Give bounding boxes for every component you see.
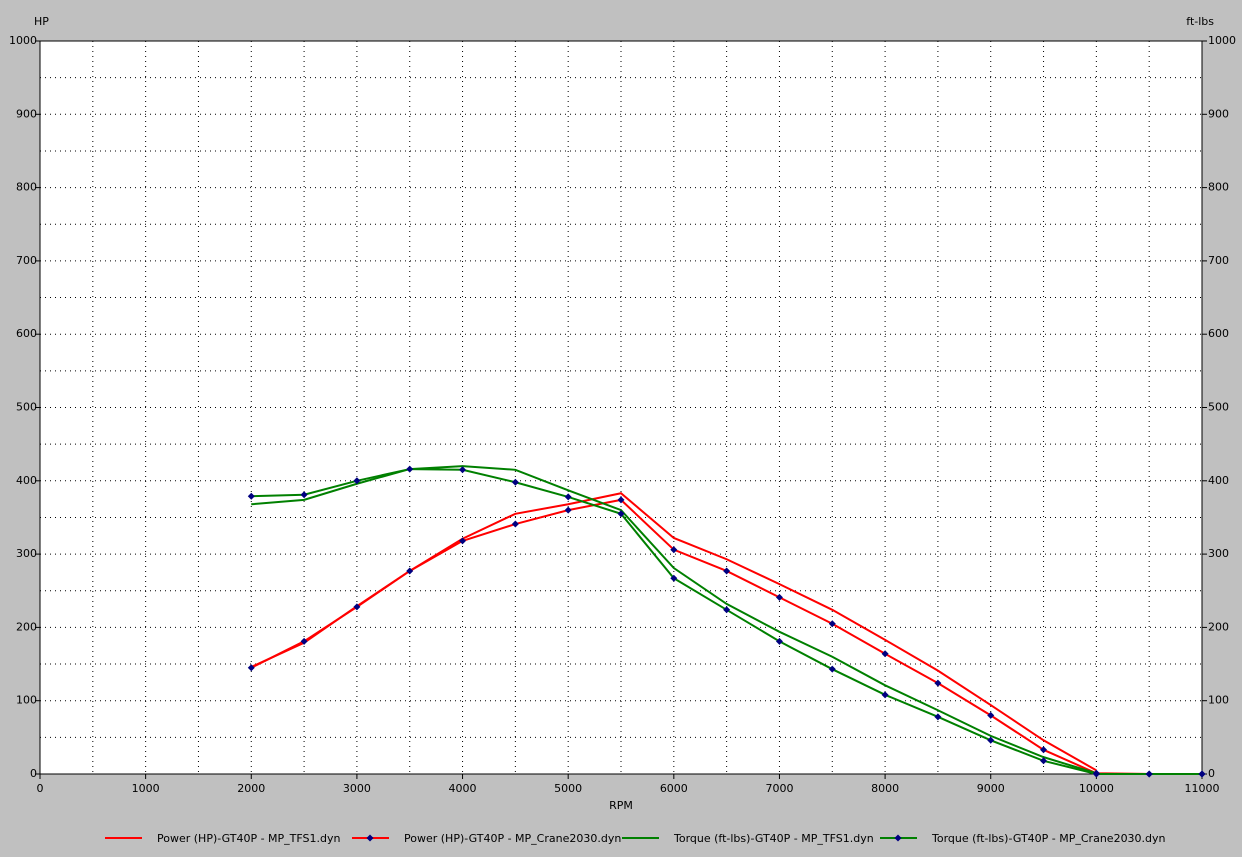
marker <box>459 537 467 545</box>
y-tick-label: 200 <box>16 620 37 633</box>
marker <box>775 593 783 601</box>
y-tick-label: 100 <box>16 694 37 707</box>
y2-tick-label: 100 <box>1208 694 1229 707</box>
marker <box>353 603 361 611</box>
y-tick-label: 600 <box>16 327 37 340</box>
y2-tick-label: 0 <box>1208 767 1215 780</box>
y2-tick-label: 300 <box>1208 547 1229 560</box>
y2-tick-label: 700 <box>1208 254 1229 267</box>
marker <box>987 736 995 744</box>
x-tick-label: 0 <box>37 782 44 795</box>
y-tick-label: 800 <box>16 181 37 194</box>
y-tick-label: 0 <box>30 767 37 780</box>
legend-label: Torque (ft-lbs)-GT40P - MP_TFS1.dyn <box>673 832 874 845</box>
legend-label: Power (HP)-GT40P - MP_Crane2030.dyn <box>404 832 621 845</box>
y2-tick-label: 900 <box>1208 107 1229 120</box>
marker <box>564 493 572 501</box>
marker <box>247 492 255 500</box>
x-tick-label: 6000 <box>660 782 688 795</box>
x-tick-label: 11000 <box>1185 782 1220 795</box>
y2-tick-label: 1000 <box>1208 34 1236 47</box>
marker <box>511 478 519 486</box>
legend-label: Power (HP)-GT40P - MP_TFS1.dyn <box>157 832 341 845</box>
marker <box>723 606 731 614</box>
y-tick-label: 700 <box>16 254 37 267</box>
x-axis-label: RPM <box>609 799 633 812</box>
legend-marker <box>366 834 374 842</box>
marker <box>617 510 625 518</box>
x-tick-label: 7000 <box>765 782 793 795</box>
marker <box>881 650 889 658</box>
marker <box>1145 770 1153 778</box>
marker <box>406 567 414 575</box>
marker <box>1198 770 1206 778</box>
y-tick-label: 300 <box>16 547 37 560</box>
y-tick-label: 500 <box>16 401 37 414</box>
y2-axis-label: ft-lbs <box>1186 15 1214 28</box>
x-tick-label: 1000 <box>132 782 160 795</box>
x-tick-label: 3000 <box>343 782 371 795</box>
marker <box>881 691 889 699</box>
marker <box>1092 770 1100 778</box>
x-tick-label: 2000 <box>237 782 265 795</box>
y-tick-label: 900 <box>16 107 37 120</box>
marker <box>934 713 942 721</box>
x-tick-label: 4000 <box>449 782 477 795</box>
y2-tick-label: 800 <box>1208 181 1229 194</box>
marker <box>247 664 255 672</box>
marker <box>934 679 942 687</box>
x-tick-label: 10000 <box>1079 782 1114 795</box>
marker <box>1040 757 1048 765</box>
y2-tick-label: 600 <box>1208 327 1229 340</box>
marker <box>617 496 625 504</box>
y2-tick-label: 500 <box>1208 401 1229 414</box>
marker <box>511 520 519 528</box>
legend-marker <box>894 834 902 842</box>
x-tick-label: 9000 <box>977 782 1005 795</box>
y-axis-label: HP <box>34 15 49 28</box>
x-tick-label: 5000 <box>554 782 582 795</box>
marker <box>564 506 572 514</box>
marker <box>353 477 361 485</box>
y-tick-label: 1000 <box>9 34 37 47</box>
y2-tick-label: 200 <box>1208 620 1229 633</box>
marker <box>406 465 414 473</box>
marker <box>828 620 836 628</box>
marker <box>828 665 836 673</box>
marker <box>987 711 995 719</box>
legend-label: Torque (ft-lbs)-GT40P - MP_Crane2030.dyn <box>931 832 1166 845</box>
y-tick-label: 400 <box>16 474 37 487</box>
marker <box>459 466 467 474</box>
marker <box>670 574 678 582</box>
y2-tick-label: 400 <box>1208 474 1229 487</box>
marker <box>300 491 308 499</box>
marker <box>1040 746 1048 754</box>
x-tick-label: 8000 <box>871 782 899 795</box>
marker <box>300 637 308 645</box>
marker <box>670 546 678 554</box>
marker <box>775 637 783 645</box>
marker <box>723 567 731 575</box>
